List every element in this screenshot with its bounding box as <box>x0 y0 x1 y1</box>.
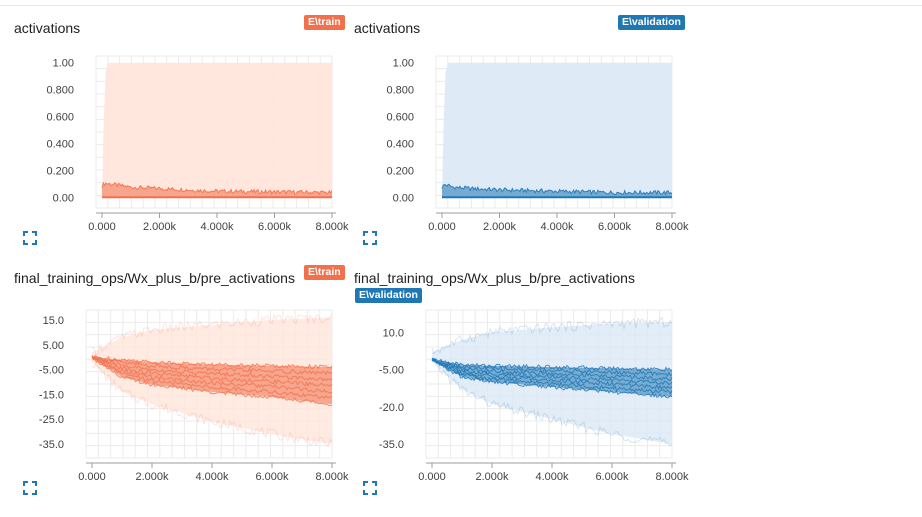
y-tick-label: 0.400 <box>46 138 74 150</box>
x-tick-label: 6.000k <box>598 221 632 233</box>
spread-area <box>442 184 672 198</box>
run-badge-validation[interactable]: E\validation <box>355 288 422 303</box>
x-tick-label: 2.000k <box>483 221 517 233</box>
chart-plot: 0.00 0.200 0.400 0.600 0.800 1.00 0.000 2.000k 4… <box>46 55 349 233</box>
percentile-line <box>431 359 673 391</box>
y-tick-label: -5.00 <box>379 365 404 377</box>
y-tick-label: 0.400 <box>386 138 414 150</box>
envelope-line <box>91 313 333 356</box>
y-tick-label: 5.00 <box>43 340 64 352</box>
envelope-line <box>431 359 673 447</box>
band-area <box>442 62 672 198</box>
y-axis: 0.00 0.200 0.400 0.600 0.800 1.00 <box>386 58 414 205</box>
chart-card-preactivations-train: final_training_ops/Wx_plus_b/pre_activat… <box>14 264 349 514</box>
y-tick-label: 0.600 <box>386 112 414 124</box>
y-tick-label: 10.0 <box>383 327 404 339</box>
run-badge-validation[interactable]: E\validation <box>618 15 685 30</box>
chart-card-preactivations-validation: final_training_ops/Wx_plus_b/pre_activat… <box>354 264 689 514</box>
y-tick-label: -20.0 <box>379 402 404 414</box>
x-axis: 0.000 2.000k 4.000k 6.000k 8.000k <box>418 462 689 483</box>
chart-card-activations-validation: activations E\validation 0.00 0.200 0.400 0… <box>354 14 689 264</box>
y-tick-label: 0.200 <box>46 165 74 177</box>
x-tick-label: 2.000k <box>475 471 509 483</box>
y-tick-label: 0.600 <box>46 112 74 124</box>
x-tick-label: 6.000k <box>258 221 292 233</box>
percentile-line <box>431 358 673 386</box>
envelope-lines <box>91 313 333 448</box>
percentile-line <box>91 357 332 407</box>
x-tick-label: 8.000k <box>315 221 349 233</box>
x-tick-label: 8.000k <box>315 471 349 483</box>
envelope-line <box>431 316 673 355</box>
y-tick-label: 1.00 <box>53 58 74 70</box>
y-tick-label: 0.00 <box>53 192 74 204</box>
chart-title: activations <box>14 20 81 36</box>
y-tick-label: 1.00 <box>393 58 414 70</box>
chart-title: activations <box>354 20 421 36</box>
percentile-line <box>91 356 333 376</box>
percentile-line <box>431 357 673 399</box>
chart-card-activations-train: activations E\train 0.00 0.200 0.400 0.600 0… <box>14 14 349 264</box>
y-tick-label: -5.00 <box>39 365 64 377</box>
percentile-line <box>431 357 673 377</box>
expand-icon[interactable] <box>23 481 37 495</box>
y-tick-label: 0.800 <box>386 85 414 97</box>
y-axis: -35.0 -20.0 -5.00 10.0 <box>379 327 404 451</box>
run-badge-train[interactable]: E\train <box>304 265 345 280</box>
x-tick-label: 0.000 <box>78 471 106 483</box>
x-tick-label: 4.000k <box>195 471 229 483</box>
x-tick-label: 0.000 <box>418 471 446 483</box>
percentile-line <box>91 355 333 388</box>
expand-icon[interactable] <box>363 481 377 495</box>
envelope-line <box>91 360 333 448</box>
percentile-line <box>441 183 673 196</box>
y-axis: 0.00 0.200 0.400 0.600 0.800 1.00 <box>46 58 74 205</box>
x-tick-label: 0.000 <box>88 221 116 233</box>
x-tick-label: 4.000k <box>200 221 234 233</box>
y-tick-label: -35.0 <box>379 439 404 451</box>
percentile-line <box>91 355 333 382</box>
expand-icon[interactable] <box>23 231 37 245</box>
x-tick-label: 0.000 <box>428 221 456 233</box>
band-area <box>102 62 332 198</box>
x-tick-label: 8.000k <box>655 471 689 483</box>
y-tick-label: -25.0 <box>39 414 64 426</box>
percentile-lines <box>91 355 333 407</box>
percentile-lines <box>431 357 673 399</box>
percentile-line <box>91 355 333 399</box>
x-tick-label: 2.000k <box>143 221 177 233</box>
x-tick-label: 6.000k <box>255 471 289 483</box>
percentile-line <box>91 355 333 394</box>
y-tick-label: 0.800 <box>46 85 74 97</box>
y-tick-label: -15.0 <box>39 389 64 401</box>
x-axis: 0.000 2.000k 4.000k 6.000k 8.000k <box>88 212 349 233</box>
y-axis: -35.0 -25.0 -15.0 -5.00 5.00 15.0 <box>39 315 64 451</box>
percentile-line <box>91 355 333 370</box>
percentile-line <box>431 358 673 381</box>
top-divider <box>0 5 922 6</box>
x-axis: 0.000 2.000k 4.000k 6.000k 8.000k <box>78 462 349 483</box>
chart-plot: -35.0 -20.0 -5.00 10.0 0.000 2.000k 4.000k 6.00… <box>379 309 689 483</box>
chart-title: final_training_ops/Wx_plus_b/pre_activat… <box>14 270 295 286</box>
y-tick-label: -35.0 <box>39 439 64 451</box>
expand-icon[interactable] <box>363 231 377 245</box>
percentile-line <box>101 181 333 196</box>
x-tick-label: 8.000k <box>655 221 689 233</box>
percentile-line <box>431 358 673 372</box>
run-badge-train[interactable]: E\train <box>304 15 345 30</box>
chart-plot: 0.00 0.200 0.400 0.600 0.800 1.00 0.000 2.000k 4… <box>386 55 689 233</box>
x-tick-label: 4.000k <box>535 471 569 483</box>
x-tick-label: 6.000k <box>595 471 629 483</box>
chart-title: final_training_ops/Wx_plus_b/pre_activat… <box>354 270 635 286</box>
percentile-line <box>431 359 673 395</box>
x-tick-label: 2.000k <box>135 471 169 483</box>
y-tick-label: 0.200 <box>386 165 414 177</box>
y-tick-label: 15.0 <box>43 315 64 327</box>
envelope-lines <box>431 316 673 447</box>
x-axis: 0.000 2.000k 4.000k 6.000k 8.000k <box>428 212 689 233</box>
y-tick-label: 0.00 <box>393 192 414 204</box>
chart-plot: -35.0 -25.0 -15.0 -5.00 5.00 15.0 0.000 2.000k 4… <box>39 309 349 483</box>
x-tick-label: 4.000k <box>540 221 574 233</box>
